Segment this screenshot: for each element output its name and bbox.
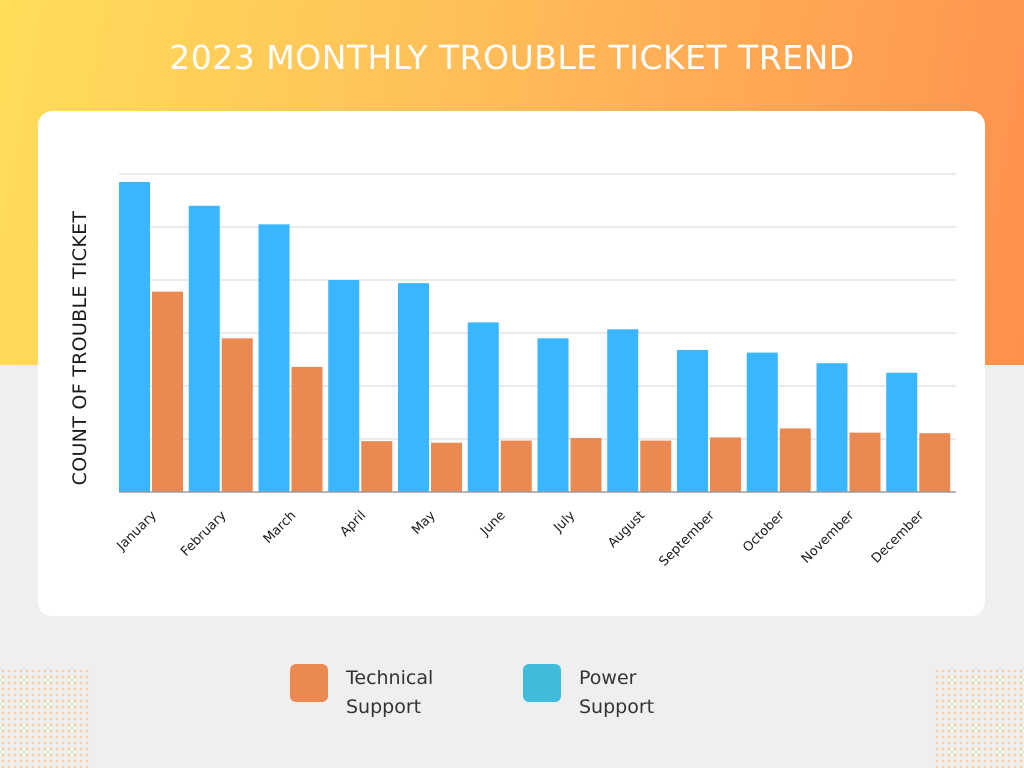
bar-technical-support xyxy=(431,442,462,492)
bar-technical-support xyxy=(500,440,532,492)
legend-swatch-technical xyxy=(290,664,328,702)
bar-power-support xyxy=(398,283,429,492)
x-tick-label: November xyxy=(799,508,858,567)
x-tick-label: June xyxy=(477,508,508,539)
bar-technical-support xyxy=(361,441,393,492)
bar-technical-support xyxy=(570,437,602,492)
page-title: 2023 MONTHLY TROUBLE TICKET TREND xyxy=(169,38,855,77)
bar-power-support xyxy=(119,181,150,492)
bar-power-support xyxy=(537,338,569,492)
x-tick-label: July xyxy=(550,508,578,536)
decorative-dots xyxy=(0,668,90,768)
x-tick-label: January xyxy=(114,508,160,554)
x-tick-label: September xyxy=(656,508,718,570)
decorative-dots xyxy=(934,668,1024,768)
legend-item-technical-support: Technical Support xyxy=(290,664,476,722)
x-tick-label: April xyxy=(337,508,369,540)
x-tick-label: May xyxy=(409,508,439,538)
bar-power-support xyxy=(607,329,639,492)
x-tick-label: December xyxy=(869,508,928,567)
bar-power-support xyxy=(816,363,848,492)
x-tick-label: February xyxy=(178,508,230,560)
legend-item-power-support: Power Support xyxy=(523,664,709,722)
bar-power-support xyxy=(677,349,708,492)
bar-technical-support xyxy=(640,440,672,492)
bar-technical-support xyxy=(291,366,323,492)
x-tick-label: March xyxy=(261,508,300,547)
bar-power-support xyxy=(258,224,290,492)
bar-power-support xyxy=(886,372,918,492)
bar-power-support xyxy=(188,205,220,493)
bar-technical-support xyxy=(779,428,811,492)
x-tick-label: August xyxy=(605,508,648,551)
bar-power-support xyxy=(467,322,499,492)
legend-label-technical: Technical Support xyxy=(346,667,434,718)
bar-technical-support xyxy=(152,291,183,492)
bar-power-support xyxy=(746,352,778,492)
bar-power-support xyxy=(328,280,360,492)
bar-technical-support xyxy=(919,433,951,492)
bar-technical-support xyxy=(221,338,253,492)
bar-technical-support xyxy=(849,432,881,492)
y-axis-label: COUNT OF TROUBLE TICKET xyxy=(69,210,91,486)
legend-swatch-power xyxy=(523,664,561,702)
x-tick-label: October xyxy=(740,508,788,556)
bar-technical-support xyxy=(710,437,741,492)
legend-label-power: Power Support xyxy=(579,667,655,718)
